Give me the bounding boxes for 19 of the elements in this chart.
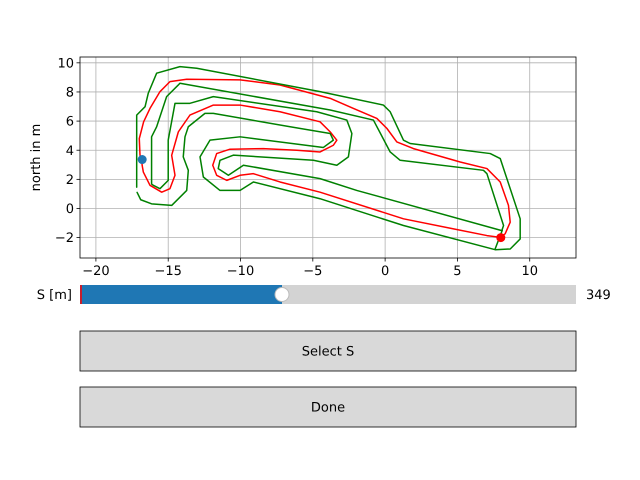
x-tick-label: −5 — [303, 264, 322, 279]
text: Done — [310, 400, 346, 416]
x-tick-label: −10 — [226, 264, 254, 279]
y-tick-label: 10 — [57, 56, 74, 72]
text: 349 — [586, 288, 611, 304]
text: Select S — [302, 344, 354, 360]
y-tick-label: 6 — [66, 114, 74, 130]
x-tick-label: 5 — [453, 264, 462, 279]
y-axis-title: north in m — [29, 124, 44, 192]
y-tick-label: 2 — [66, 172, 74, 188]
y-tick-label: 4 — [66, 144, 74, 159]
y-tick-label: 8 — [66, 86, 74, 101]
x-tick-label: 10 — [521, 264, 538, 279]
x-tick-label: 0 — [380, 264, 390, 279]
x-tick-label: −20 — [82, 264, 110, 279]
y-tick-label: −2 — [54, 231, 74, 246]
text: S [m] — [36, 288, 72, 304]
x-tick-label: −15 — [154, 264, 182, 279]
y-tick-label: 0 — [66, 202, 74, 218]
